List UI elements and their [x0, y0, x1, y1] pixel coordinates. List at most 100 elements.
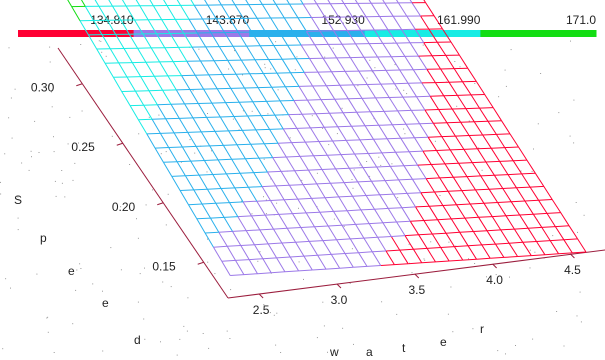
surface-grid-line [415, 206, 425, 221]
background-dot [497, 350, 499, 352]
surface-grid-line [80, 0, 86, 7]
background-dot [322, 301, 324, 303]
surface-grid-line [284, 270, 299, 273]
surface-grid-line [267, 170, 282, 173]
surface-grid-line [369, 222, 383, 225]
background-dot [394, 64, 396, 66]
surface-grid-line [208, 74, 218, 90]
surface-grid-line [165, 118, 175, 134]
background-dot [404, 133, 406, 135]
surface-grid-line [196, 217, 211, 220]
surface-grid-line [212, 173, 227, 175]
background-dot [478, 147, 480, 149]
surface-grid-line [433, 15, 443, 30]
surface-grid-line [319, 30, 329, 45]
surface-grid-line [294, 170, 304, 185]
surface-grid-line [265, 213, 279, 216]
background-dot [332, 47, 334, 49]
background-dot [105, 55, 107, 57]
background-dot [515, 345, 516, 346]
background-dot [232, 118, 234, 120]
surface-grid-line [140, 76, 150, 91]
surface-grid-line [308, 241, 319, 256]
surface-grid-line [204, 232, 214, 248]
surface-grid-line [517, 255, 532, 257]
surface-grid-line [331, 71, 341, 86]
background-dot [573, 142, 575, 144]
surface-grid-line [283, 199, 293, 214]
surface-grid-line [436, 150, 446, 165]
surface-grid-line [229, 201, 244, 204]
surface-grid-line [375, 97, 385, 112]
surface-grid-line [270, 17, 280, 32]
surface-grid-line [304, 141, 315, 157]
surface-grid-line [232, 230, 247, 232]
background-dot [298, 261, 300, 263]
surface-grid-line [204, 0, 209, 6]
surface-grid-line [452, 177, 463, 191]
surface-grid-line [290, 72, 300, 87]
background-dot [198, 48, 200, 50]
surface-grid-line [322, 57, 332, 72]
surface-grid-line [115, 34, 125, 49]
surface-grid-line [352, 195, 362, 211]
background-dot [101, 51, 103, 53]
surface-grid-line [388, 207, 402, 209]
surface-grid-line [161, 19, 171, 34]
surface-grid-line [424, 109, 434, 124]
background-dot [408, 243, 410, 245]
surface-grid-line [126, 76, 136, 92]
surface-grid-line [139, 5, 149, 21]
surface-grid-line [260, 115, 271, 130]
surface-grid-line [373, 29, 384, 44]
surface-grid-line [289, 3, 299, 18]
surface-grid-line [281, 242, 291, 258]
surface-grid-line [463, 148, 478, 150]
surface-grid-line [366, 265, 381, 267]
surface-grid-line [218, 230, 233, 233]
y-axis-line [57, 47, 229, 299]
surface-grid-line [320, 99, 330, 114]
surface-grid-line [162, 90, 172, 105]
surface-grid-line [397, 109, 412, 112]
surface-grid-line [409, 0, 413, 4]
background-dot [583, 214, 585, 216]
surface-grid-line [443, 95, 453, 110]
surface-grid-line [213, 245, 228, 248]
background-dot [316, 337, 318, 339]
surface-grid-line [363, 236, 378, 239]
background-dot [298, 207, 299, 209]
surface-grid-line [266, 100, 281, 102]
x-axis-title-letter: e [440, 335, 447, 349]
surface-grid-line [449, 259, 463, 262]
surface-grid-line [396, 221, 406, 236]
surface-grid-line [234, 186, 249, 189]
background-dot [448, 241, 450, 243]
surface-grid-line [538, 199, 553, 201]
background-dots [0, 40, 585, 356]
surface-grid-line [270, 200, 280, 215]
surface-grid-line [365, 124, 379, 127]
surface-grid-line [473, 230, 488, 232]
surface-grid-line [184, 103, 194, 119]
surface-grid-line [450, 148, 464, 151]
surface-grid-line [297, 17, 307, 32]
surface-grid-line [328, 224, 342, 227]
surface-grid-line [426, 69, 436, 83]
background-dot [81, 110, 83, 112]
background-dot [242, 74, 243, 76]
surface-grid-line [454, 135, 465, 150]
x-tick-label: 3.5 [408, 283, 425, 297]
surface-grid-line [324, 197, 334, 212]
surface-grid-line [414, 29, 425, 43]
background-dot [80, 268, 82, 269]
surface-grid-line [401, 206, 416, 209]
surface-grid-line [369, 111, 380, 126]
surface-grid-line [396, 42, 406, 57]
surface-grid-line [240, 244, 255, 246]
background-dot [251, 110, 253, 112]
background-dot [102, 290, 103, 292]
surface-grid-line [180, 5, 190, 20]
surface-grid-line [378, 125, 388, 140]
